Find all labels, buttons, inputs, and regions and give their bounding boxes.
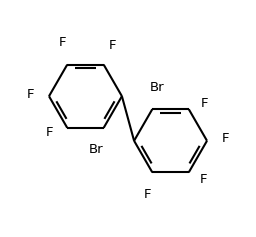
Text: F: F (201, 97, 208, 110)
Text: Br: Br (150, 81, 164, 94)
Text: F: F (46, 126, 54, 139)
Text: Br: Br (89, 143, 103, 156)
Text: F: F (144, 187, 152, 201)
Text: F: F (222, 132, 230, 145)
Text: F: F (108, 40, 116, 52)
Text: F: F (59, 36, 66, 50)
Text: F: F (26, 88, 34, 101)
Text: F: F (199, 173, 207, 187)
